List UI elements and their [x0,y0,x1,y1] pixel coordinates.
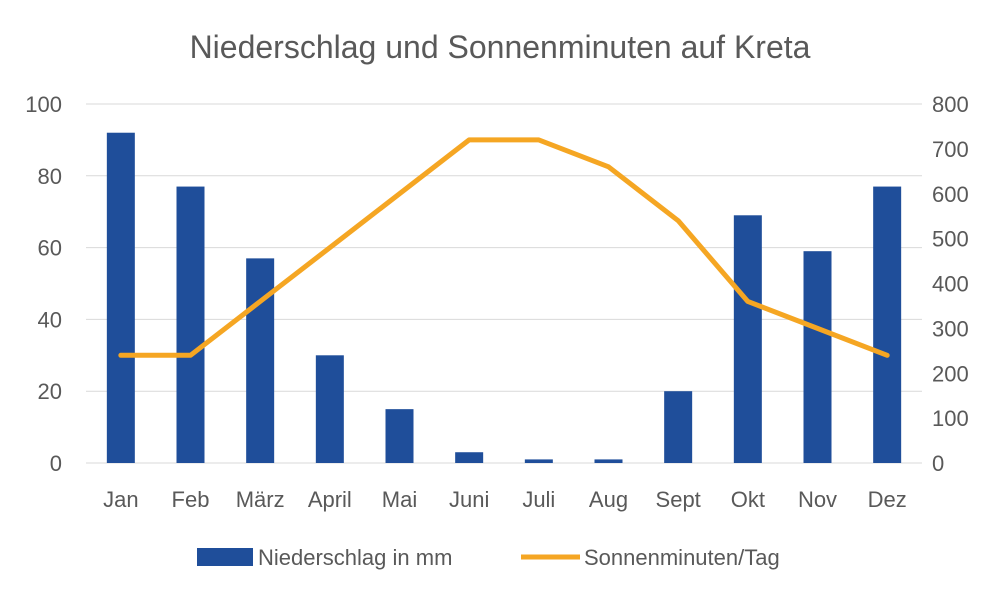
right-axis-tick-label: 700 [932,137,969,162]
left-axis-tick-label: 80 [38,164,62,189]
category-label: Juni [449,487,489,512]
category-label: Juli [522,487,555,512]
category-label: Mai [382,487,417,512]
right-axis-tick-label: 100 [932,406,969,431]
category-labels: Jan Feb März April Mai Juni Juli Aug Sept Okt Nov D… [103,487,907,512]
category-label: Sept [656,487,701,512]
bar-nov [803,251,832,463]
bar-juli [524,459,553,463]
category-label: Okt [731,487,765,512]
bar-okt [733,215,762,463]
legend: Niederschlag in mm Sonnenminuten/Tag [197,545,780,570]
bar-märz [246,258,275,463]
category-label: Feb [172,487,210,512]
line-series [118,137,890,358]
bar-feb [176,186,205,463]
left-axis-tick-label: 60 [38,236,62,261]
chart-title: Niederschlag und Sonnenminuten auf Kreta [190,29,811,65]
bar-series [106,132,902,463]
bar-april [315,355,344,463]
left-axis-tick-label: 20 [38,379,62,404]
bar-sept [664,391,693,463]
left-axis-tick-label: 100 [25,92,62,117]
right-axis-tick-label: 400 [932,272,969,297]
category-label: Dez [868,487,907,512]
bar-juni [455,452,484,463]
right-axis-tick-label: 500 [932,227,969,252]
legend-label-sonnenminuten: Sonnenminuten/Tag [584,545,780,570]
category-label: April [308,487,352,512]
bar-jan [106,132,135,463]
gridlines [86,103,922,464]
bar-dez [873,186,902,463]
category-label: Nov [798,487,837,512]
left-axis-ticks: 0 20 40 60 80 100 [25,92,62,476]
line-sonnenminuten [118,137,890,358]
right-axis-ticks: 0 100 200 300 400 500 600 700 800 [932,92,969,476]
category-label: März [236,487,285,512]
legend-label-niederschlag: Niederschlag in mm [258,545,452,570]
right-axis-tick-label: 200 [932,361,969,386]
bar-mai [385,409,414,463]
category-label: Jan [103,487,138,512]
legend-swatch-niederschlag [197,548,253,566]
left-axis-tick-label: 40 [38,307,62,332]
left-axis-tick-label: 0 [50,451,62,476]
right-axis-tick-label: 300 [932,316,969,341]
bar-aug [594,459,623,463]
right-axis-tick-label: 800 [932,92,969,117]
category-label: Aug [589,487,628,512]
right-axis-tick-label: 600 [932,182,969,207]
right-axis-tick-label: 0 [932,451,944,476]
